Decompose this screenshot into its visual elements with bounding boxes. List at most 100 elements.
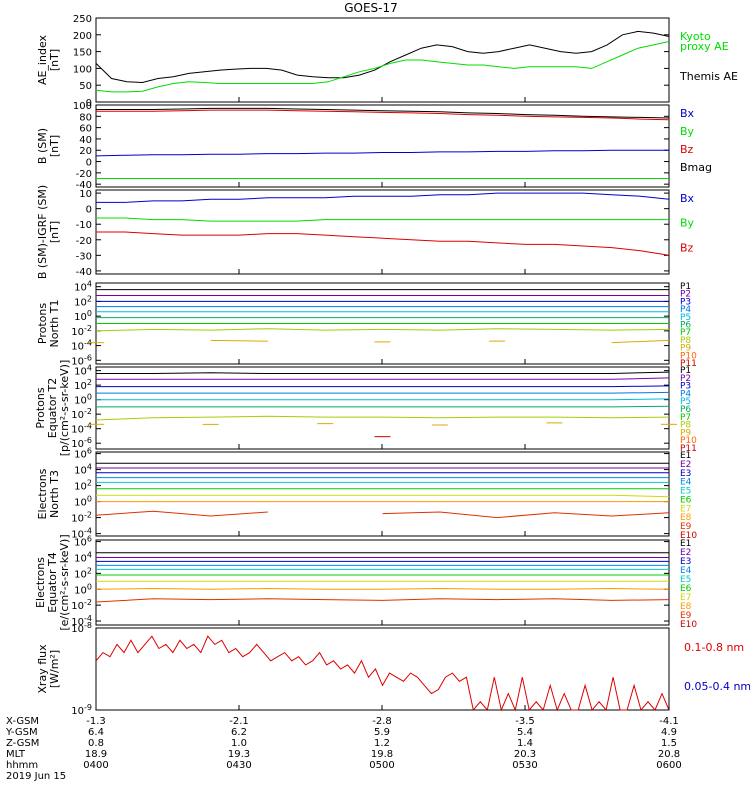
ylabel-1-1: [nT] [48,135,61,157]
ytick-label-4-4: 10-4 [71,422,92,436]
ytick-label-1-4: 20 [79,146,92,157]
legend-entry-6-7: E8 [680,602,692,612]
legend-entry-6-9: E10 [680,620,697,630]
ylabel-4-0: Protons [34,387,47,428]
ytick-label-2-3: -20 [76,236,92,247]
legend-entry-3-7: P8 [680,336,691,346]
ylabel-7-0: Xray flux [36,644,49,694]
legend-entry-5-8: E9 [680,522,692,532]
legend-entry-1-3: Bmag [680,161,712,174]
orbit-value-1-0: -2.1 [229,716,249,727]
orbit-label-0: X-GSM [6,716,39,727]
ytick-label-0-1: 200 [73,31,92,42]
orbit-value-3-2: 1.4 [517,738,533,749]
ytick-label-6-5: 10-4 [71,614,92,628]
ytick-label-3-1: 102 [74,294,92,308]
ytick-label-4-5: 10-6 [71,436,92,450]
series-line-6-8-0 [95,598,670,603]
orbit-value-4-1: 4.9 [661,727,677,738]
legend-entry-4-0: P1 [680,366,691,376]
ytick-label-0-0: 250 [73,14,92,25]
orbit-value-4-4: 0600 [656,760,681,771]
legend-entry-5-9: E10 [680,531,697,541]
legend-entry-2-0: Bx [680,192,695,205]
ytick-label-4-0: 104 [74,364,92,378]
legend-entry-6-5: E6 [680,584,692,594]
ytick-label-3-4: 10-4 [71,339,92,353]
ylabel-2-0: B (SM)-IGRF (SM) [36,185,49,279]
ytick-label-5-4: 10-2 [71,511,92,525]
ylabel-0-1: [nT] [48,49,61,71]
legend-entry-4-10: P11 [680,444,697,454]
legend-entry-0-2: Themis AE [679,70,738,83]
ylabel-4-2: [p/(cm²-s-sr-keV)] [58,360,71,457]
orbit-value-4-0: -4.1 [659,716,679,727]
legend-entry-0-0: Kyoto [680,30,711,43]
legend-entry-5-0: E1 [680,451,691,461]
legend-entry-3-1: P2 [680,290,691,300]
series-line-3-8-1 [210,339,268,342]
orbit-label-2: Z-GSM [6,738,39,749]
legend-entry-1-1: By [680,125,695,138]
ytick-label-1-6: -20 [76,169,92,180]
ylabel-6-0: Electrons [34,557,47,608]
orbit-value-2-2: 1.2 [374,738,390,749]
series-line-2-0-0 [96,192,670,203]
ylabel-5-0: Electrons [36,468,49,519]
legend-entry-1-0: Bx [680,107,695,120]
ytick-label-1-2: 60 [79,124,92,135]
legend-entry-6-3: E4 [680,566,692,576]
legend-entry-6-1: E2 [680,548,691,558]
ylabel-4-1: Equator T2 [46,378,59,438]
series-line-3-8-4 [611,339,670,344]
orbit-value-1-2: 1.0 [231,738,247,749]
legend-entry-2-2: Bz [680,241,694,254]
legend-entry-6-2: E3 [680,557,691,567]
panel-frame-5 [95,451,670,537]
legend-entry-5-5: E6 [680,495,692,505]
orbit-value-3-1: 5.4 [517,727,533,738]
ytick-label-2-1: 0 [86,205,92,216]
ytick-label-0-2: 150 [73,48,92,59]
ytick-label-2-5: -40 [76,267,92,278]
orbit-value-0-0: -1.3 [86,716,106,727]
series-line-0-0-0 [95,30,670,84]
ytick-label-5-1: 104 [74,463,92,477]
series-line-2-1-0 [96,217,669,222]
ylabel-7-1: [W/m²] [48,650,61,688]
legend-entry-3-10: P11 [680,359,697,369]
legend-entry-4-5: P6 [680,405,691,415]
legend-entry-4-3: P4 [680,389,691,399]
ylabel-3-0: Protons [36,303,49,344]
ytick-label-6-0: 106 [74,535,92,549]
ylabel-1-0: B (SM) [36,128,49,164]
orbit-value-4-3: 20.8 [658,749,680,760]
orbit-value-0-1: 6.4 [88,727,104,738]
ytick-label-6-4: 10-2 [71,598,92,612]
orbit-label-5: 2019 Jun 15 [6,771,66,782]
ytick-label-4-1: 102 [74,378,92,392]
legend-entry-5-3: E4 [680,478,692,488]
series-line-4-1-0 [96,377,670,380]
panel-frame-7 [95,627,670,711]
ytick-label-1-5: 0 [86,158,92,169]
orbit-value-2-4: 0500 [369,760,394,771]
orbit-label-4: hhmm [6,760,38,771]
chart-title: GOES-17 [344,1,398,15]
legend-entry-4-6: P7 [680,413,691,423]
legend-entry-5-2: E3 [680,469,691,479]
ytick-label-3-2: 100 [74,309,92,323]
series-line-2-2-0 [96,231,670,256]
legend-entry-7-1: 0.05-0.4 nm [684,680,750,693]
legend-entry-2-1: By [680,217,695,230]
ylabel-5-1: North T3 [48,470,61,518]
orbit-value-2-0: -2.8 [372,716,392,727]
series-line-4-2-0 [96,385,670,388]
ytick-label-1-7: -40 [76,180,92,191]
panel-frame-0 [95,17,670,103]
legend-entry-3-0: P1 [680,282,691,292]
series-line-1-0-0 [96,107,670,119]
orbit-value-0-4: 0400 [83,760,108,771]
series-line-3-7-0 [95,328,670,332]
